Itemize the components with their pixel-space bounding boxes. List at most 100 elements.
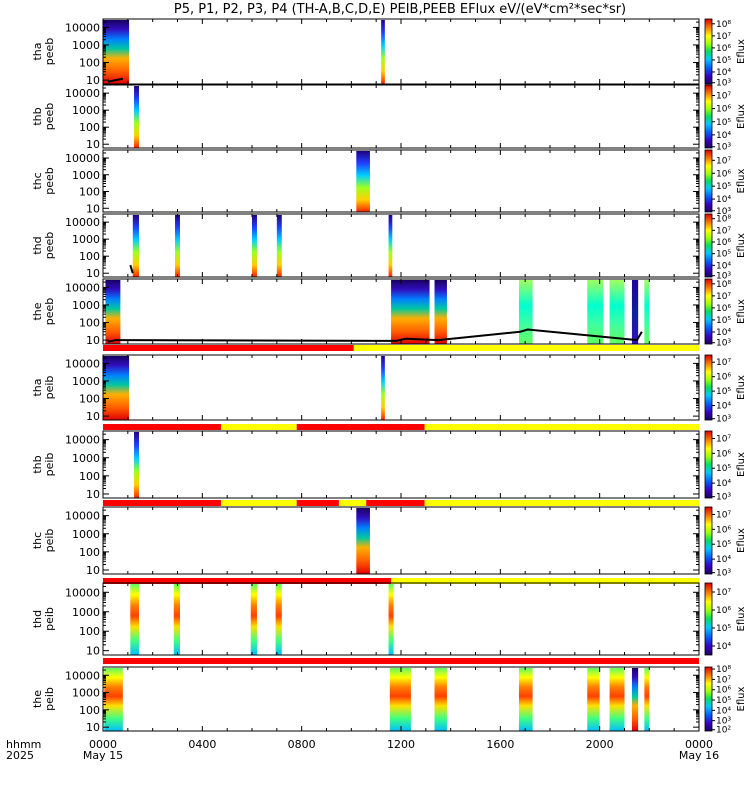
y-tick-label: 10000 bbox=[65, 434, 100, 447]
product-label: peib bbox=[43, 376, 56, 400]
y-axis-label: tha peib bbox=[31, 376, 56, 400]
spectrogram-block-0 bbox=[104, 668, 123, 731]
colorbar-tick-label: 10⁶ bbox=[716, 606, 731, 616]
spectrogram-block-4 bbox=[388, 215, 393, 277]
colorbar-tick-label: 10⁵ bbox=[716, 696, 731, 706]
spectrogram-block-1 bbox=[389, 668, 411, 731]
spectrogram-block-0 bbox=[134, 86, 140, 148]
y-tick-label: 1000 bbox=[72, 233, 100, 246]
spectrogram-block-3 bbox=[275, 584, 282, 655]
panel-frame bbox=[102, 18, 700, 85]
panel-frame bbox=[102, 354, 700, 421]
colorbar: 10³ 10⁴ 10⁵ 10⁶ 10⁷ Eflux bbox=[704, 354, 747, 425]
product-label: peeb bbox=[43, 167, 56, 195]
flag-segment-yellow bbox=[424, 424, 699, 430]
probe-label: thd bbox=[31, 610, 44, 628]
y-tick-label: 100 bbox=[79, 121, 100, 134]
x-tick-label: 0800 bbox=[288, 738, 316, 751]
colorbar-tick-label: 10⁴ bbox=[716, 402, 731, 412]
y-tick-label: 1000 bbox=[72, 299, 100, 312]
colorbar-tick-label: 10⁴ bbox=[716, 328, 731, 338]
colorbar-tick-label: 10⁵ bbox=[716, 56, 731, 66]
colorbar-title: Eflux bbox=[736, 168, 747, 193]
y-tick-label: 10 bbox=[86, 74, 100, 87]
colorbar-tick-label: 10⁴ bbox=[716, 68, 731, 78]
colorbar: 10³ 10⁴ 10⁵ 10⁶ 10⁷ Eflux bbox=[704, 506, 747, 579]
x-tick-label: 0000 bbox=[89, 738, 117, 751]
y-tick-label: 10 bbox=[86, 138, 100, 151]
spectrogram-block-5 bbox=[609, 668, 625, 731]
probe-label: the bbox=[31, 302, 44, 320]
panel-the-peib: 10 100 1000 10000 the peib 10²10³10⁴10⁵10⁶10⁷1… bbox=[31, 665, 747, 736]
panel-thd-peib: 10 100 1000 10000 thd peib 10⁴ 10⁵ 10⁶ 10⁷ Eflux bbox=[31, 582, 747, 664]
colorbar-gradient bbox=[704, 354, 713, 421]
spectrogram-block-0 bbox=[134, 432, 140, 498]
quality-flag-bar bbox=[103, 424, 699, 430]
colorbar-tick-label: 10³ bbox=[716, 717, 731, 727]
colorbar-tick-label: 10⁴ bbox=[716, 261, 731, 271]
y-tick-label: 100 bbox=[79, 393, 100, 406]
y-tick-label: 100 bbox=[79, 704, 100, 717]
y-tick-label: 10 bbox=[86, 202, 100, 215]
x-tick-date: May 16 bbox=[679, 749, 719, 762]
flag-segment-red bbox=[103, 424, 221, 430]
panel-frame bbox=[102, 582, 700, 656]
quality-flag-bar bbox=[103, 658, 699, 664]
colorbar-title: Eflux bbox=[736, 452, 747, 477]
product-label: peib bbox=[43, 687, 56, 711]
colorbar-tick-label: 10⁴ bbox=[716, 479, 731, 489]
colorbar-tick-label: 10⁶ bbox=[716, 105, 731, 115]
probe-label: tha bbox=[31, 378, 44, 396]
colorbar-tick-label: 10⁴ bbox=[716, 642, 731, 652]
quality-flag-bar bbox=[103, 500, 699, 506]
colorbar-gradient bbox=[704, 18, 713, 85]
panel-frame bbox=[102, 506, 700, 575]
colorbar-tick-label: 10⁸ bbox=[716, 280, 731, 290]
y-tick-label: 10 bbox=[86, 334, 100, 347]
y-axis-label: thc peib bbox=[31, 529, 56, 553]
product-label: peeb bbox=[43, 38, 56, 66]
product-label: peib bbox=[43, 607, 56, 631]
y-tick-label: 10 bbox=[86, 721, 100, 734]
spectrogram-block-0 bbox=[132, 215, 140, 277]
spectrogram-block-3 bbox=[518, 280, 533, 344]
y-tick-label: 1000 bbox=[72, 375, 100, 388]
spectrogram-block-0 bbox=[130, 584, 140, 655]
probe-label: tha bbox=[31, 42, 44, 60]
colorbar-tick-label: 10⁶ bbox=[716, 373, 731, 383]
y-tick-label: 10 bbox=[86, 564, 100, 577]
flag-segment-red bbox=[366, 500, 425, 506]
y-tick-label: 10000 bbox=[65, 357, 100, 370]
spectrogram-block-1 bbox=[381, 20, 385, 84]
y-tick-label: 10000 bbox=[65, 21, 100, 34]
y-tick-label: 10000 bbox=[65, 152, 100, 165]
flag-segment-yellow bbox=[424, 500, 699, 506]
colorbar-tick-label: 10⁷ bbox=[716, 156, 731, 166]
colorbar-tick-label: 10⁸ bbox=[716, 215, 731, 225]
colorbar-title: Eflux bbox=[736, 104, 747, 129]
colorbar-tick-label: 10⁵ bbox=[716, 540, 731, 550]
x-tick-label: 0400 bbox=[188, 738, 216, 751]
spectrogram-block-2 bbox=[250, 584, 257, 655]
panel-frame bbox=[102, 149, 700, 213]
colorbar-tick-label: 10⁵ bbox=[716, 118, 731, 128]
product-label: peeb bbox=[43, 298, 56, 326]
colorbar-title: Eflux bbox=[736, 299, 747, 324]
y-tick-label: 10 bbox=[86, 267, 100, 280]
flag-segment-yellow bbox=[220, 500, 297, 506]
colorbar-gradient bbox=[704, 149, 713, 213]
colorbar-tick-label: 10⁴ bbox=[716, 555, 731, 565]
colorbar-tick-label: 10³ bbox=[716, 569, 731, 579]
spectrogram-block-6 bbox=[631, 280, 639, 344]
y-tick-label: 1000 bbox=[72, 169, 100, 182]
spectrogram-block-3 bbox=[518, 668, 533, 731]
colorbar-gradient bbox=[704, 666, 713, 732]
colorbar-tick-label: 10⁷ bbox=[716, 226, 731, 236]
colorbar-gradient bbox=[704, 430, 713, 499]
spectrogram-block-2 bbox=[252, 215, 257, 277]
colorbar-tick-label: 10⁷ bbox=[716, 292, 731, 302]
